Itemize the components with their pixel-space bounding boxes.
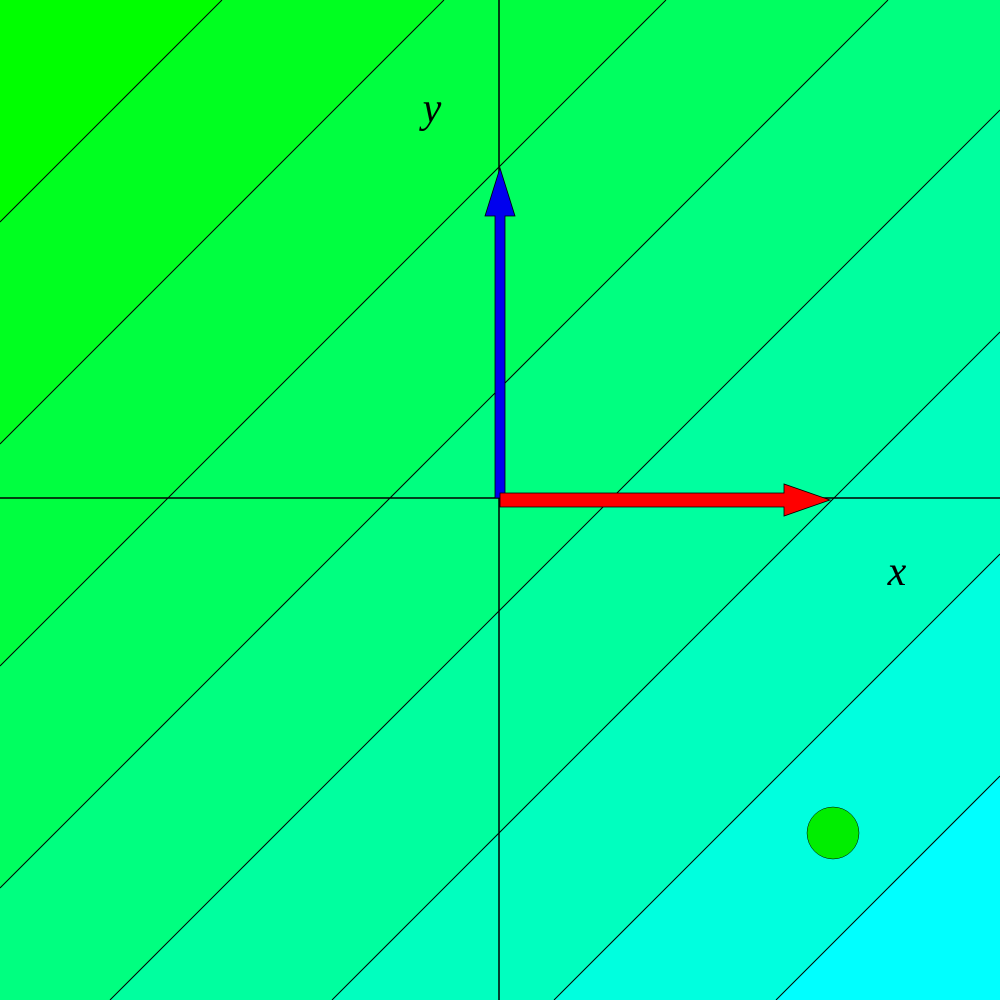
contour-line <box>331 331 1000 1000</box>
contour-line <box>0 0 223 223</box>
contour-line <box>553 553 1000 1000</box>
contour-line <box>0 0 889 889</box>
contour-line <box>109 109 1000 1000</box>
contour-line <box>775 775 1000 1000</box>
contour-line <box>0 0 445 445</box>
x-label: x <box>887 549 907 595</box>
y-label: y <box>419 86 442 132</box>
point <box>806 806 860 860</box>
x-vector <box>499 483 832 517</box>
contour-line <box>0 0 667 667</box>
y-vector <box>484 166 516 499</box>
